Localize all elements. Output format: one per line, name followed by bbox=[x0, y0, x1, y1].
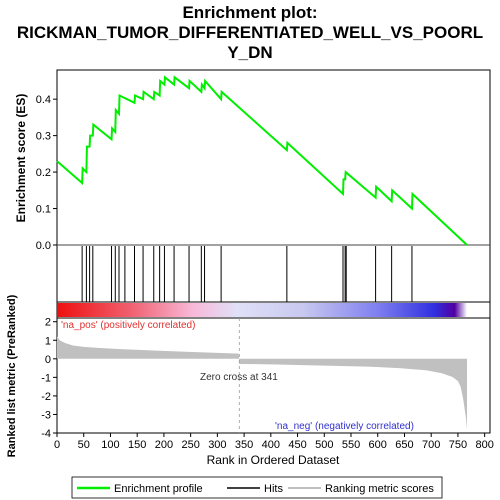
x-tick-label: 550 bbox=[342, 439, 360, 451]
metric-ytick-label: -1 bbox=[41, 372, 51, 384]
chart-title-line-1: Enrichment plot: bbox=[182, 3, 317, 22]
metric-ytick-label: -2 bbox=[41, 391, 51, 403]
x-tick-label: 450 bbox=[288, 439, 306, 451]
metric-ytick-label: 2 bbox=[45, 317, 51, 329]
es-axis-label: Enrichment score (ES) bbox=[14, 94, 28, 223]
metric-ytick-label: 0 bbox=[45, 354, 51, 366]
x-tick-label: 800 bbox=[475, 439, 493, 451]
rank-color-bar bbox=[57, 303, 468, 317]
x-tick-label: 500 bbox=[315, 439, 333, 451]
es-ytick-label: 0.0 bbox=[36, 240, 51, 252]
x-tick-label: 700 bbox=[422, 439, 440, 451]
x-tick-label: 300 bbox=[208, 439, 226, 451]
ranking-metric-area bbox=[57, 336, 468, 430]
chart-title-line-3: Y_DN bbox=[227, 43, 272, 62]
enrichment-profile-line bbox=[56, 75, 468, 246]
x-tick-label: 0 bbox=[54, 439, 60, 451]
x-tick-label: 250 bbox=[181, 439, 199, 451]
legend-enrichment-label: Enrichment profile bbox=[114, 483, 203, 495]
positive-annotation: 'na_pos' (positively correlated) bbox=[61, 320, 195, 331]
es-ytick-label: 0.4 bbox=[36, 94, 51, 106]
metric-ytick-label: -4 bbox=[41, 428, 51, 440]
es-ytick-label: 0.3 bbox=[36, 131, 51, 143]
legend-metric-label: Ranking metric scores bbox=[325, 483, 434, 495]
x-tick-label: 350 bbox=[235, 439, 253, 451]
x-tick-label: 50 bbox=[78, 439, 90, 451]
x-tick-label: 400 bbox=[262, 439, 280, 451]
x-tick-label: 200 bbox=[155, 439, 173, 451]
x-axis-label: Rank in Ordered Dataset bbox=[207, 453, 340, 467]
x-tick-label: 100 bbox=[101, 439, 119, 451]
zero-cross-annotation: Zero cross at 341 bbox=[200, 372, 278, 383]
metric-ytick-label: 1 bbox=[45, 335, 51, 347]
x-tick-label: 600 bbox=[369, 439, 387, 451]
x-tick-label: 150 bbox=[128, 439, 146, 451]
chart-title-line-2: RICKMAN_TUMOR_DIFFERENTIATED_WELL_VS_POO… bbox=[17, 23, 483, 42]
hits-panel-frame bbox=[56, 244, 491, 303]
metric-axis-label: Ranked list metric (PreRanked) bbox=[6, 294, 18, 457]
x-tick-label: 650 bbox=[395, 439, 413, 451]
legend-hits-label: Hits bbox=[264, 483, 283, 495]
metric-ytick-label: -3 bbox=[41, 409, 51, 421]
negative-annotation: 'na_neg' (negatively correlated) bbox=[275, 421, 414, 432]
es-ytick-label: 0.2 bbox=[36, 167, 51, 179]
es-ytick-label: 0.1 bbox=[36, 204, 51, 216]
metric-panel-frame bbox=[56, 317, 491, 434]
x-tick-label: 750 bbox=[449, 439, 467, 451]
